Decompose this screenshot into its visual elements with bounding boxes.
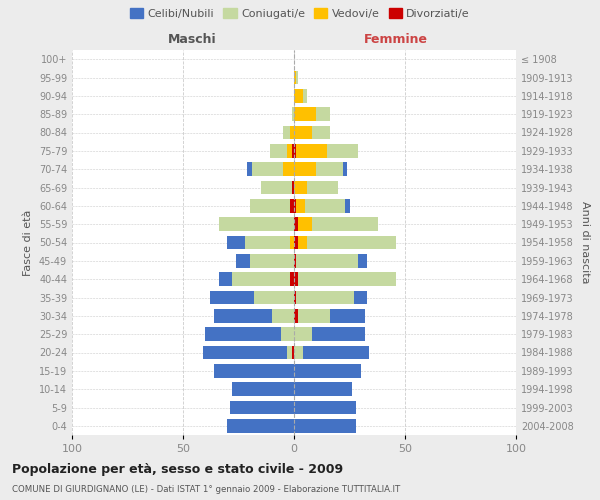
Bar bbox=[294, 180, 307, 194]
Bar bbox=[287, 144, 292, 158]
Bar bbox=[281, 328, 294, 341]
Bar bbox=[247, 162, 252, 176]
Bar bbox=[214, 364, 294, 378]
Bar bbox=[303, 346, 370, 360]
Bar bbox=[296, 70, 298, 85]
Bar bbox=[205, 328, 281, 341]
Bar bbox=[290, 272, 294, 286]
Legend: Celibi/Nubili, Coniugati/e, Vedovi/e, Divorziati/e: Celibi/Nubili, Coniugati/e, Vedovi/e, Di… bbox=[128, 6, 472, 21]
Bar bbox=[316, 108, 329, 121]
Bar bbox=[218, 218, 294, 231]
Bar bbox=[354, 290, 367, 304]
Text: COMUNE DI GIURDIGNANO (LE) - Dati ISTAT 1° gennaio 2009 - Elaborazione TUTTITALI: COMUNE DI GIURDIGNANO (LE) - Dati ISTAT … bbox=[12, 485, 400, 494]
Bar bbox=[294, 364, 361, 378]
Bar bbox=[296, 254, 358, 268]
Bar bbox=[298, 236, 307, 250]
Bar bbox=[294, 199, 296, 212]
Bar bbox=[294, 218, 298, 231]
Bar bbox=[252, 162, 283, 176]
Bar bbox=[294, 144, 296, 158]
Bar bbox=[292, 108, 294, 121]
Y-axis label: Fasce di età: Fasce di età bbox=[23, 210, 33, 276]
Bar bbox=[358, 254, 367, 268]
Bar bbox=[290, 199, 294, 212]
Bar bbox=[294, 70, 296, 85]
Bar bbox=[294, 162, 316, 176]
Bar bbox=[312, 328, 365, 341]
Bar bbox=[294, 346, 303, 360]
Bar bbox=[250, 254, 294, 268]
Bar bbox=[218, 272, 232, 286]
Bar bbox=[236, 254, 250, 268]
Bar bbox=[203, 346, 287, 360]
Y-axis label: Anni di nascita: Anni di nascita bbox=[580, 201, 590, 284]
Bar bbox=[312, 126, 329, 140]
Text: Femmine: Femmine bbox=[364, 33, 428, 46]
Bar bbox=[250, 199, 290, 212]
Text: Maschi: Maschi bbox=[167, 33, 216, 46]
Bar bbox=[292, 180, 294, 194]
Bar bbox=[294, 108, 316, 121]
Bar bbox=[307, 180, 338, 194]
Bar bbox=[283, 126, 290, 140]
Bar bbox=[269, 144, 287, 158]
Bar bbox=[294, 290, 296, 304]
Bar bbox=[214, 309, 272, 322]
Bar bbox=[232, 272, 290, 286]
Bar bbox=[328, 144, 358, 158]
Bar bbox=[290, 236, 294, 250]
Bar bbox=[294, 254, 296, 268]
Bar bbox=[294, 89, 303, 102]
Bar bbox=[294, 419, 356, 432]
Bar bbox=[227, 419, 294, 432]
Bar bbox=[230, 400, 294, 414]
Bar bbox=[292, 144, 294, 158]
Bar bbox=[294, 309, 298, 322]
Bar bbox=[294, 126, 312, 140]
Bar bbox=[260, 180, 292, 194]
Bar bbox=[254, 290, 294, 304]
Bar bbox=[294, 236, 298, 250]
Bar bbox=[290, 126, 294, 140]
Bar bbox=[294, 382, 352, 396]
Bar bbox=[294, 272, 298, 286]
Bar bbox=[329, 309, 365, 322]
Bar bbox=[305, 199, 345, 212]
Bar bbox=[296, 144, 328, 158]
Bar bbox=[292, 346, 294, 360]
Bar bbox=[298, 309, 329, 322]
Bar bbox=[287, 346, 292, 360]
Bar bbox=[296, 199, 305, 212]
Text: Popolazione per età, sesso e stato civile - 2009: Popolazione per età, sesso e stato civil… bbox=[12, 462, 343, 475]
Bar bbox=[283, 162, 294, 176]
Bar bbox=[294, 328, 312, 341]
Bar bbox=[227, 236, 245, 250]
Bar bbox=[345, 199, 349, 212]
Bar bbox=[307, 236, 396, 250]
Bar bbox=[343, 162, 347, 176]
Bar bbox=[209, 290, 254, 304]
Bar bbox=[296, 290, 354, 304]
Bar bbox=[303, 89, 307, 102]
Bar bbox=[294, 400, 356, 414]
Bar bbox=[316, 162, 343, 176]
Bar bbox=[298, 272, 396, 286]
Bar bbox=[312, 218, 379, 231]
Bar bbox=[298, 218, 312, 231]
Bar bbox=[245, 236, 290, 250]
Bar bbox=[232, 382, 294, 396]
Bar bbox=[272, 309, 294, 322]
